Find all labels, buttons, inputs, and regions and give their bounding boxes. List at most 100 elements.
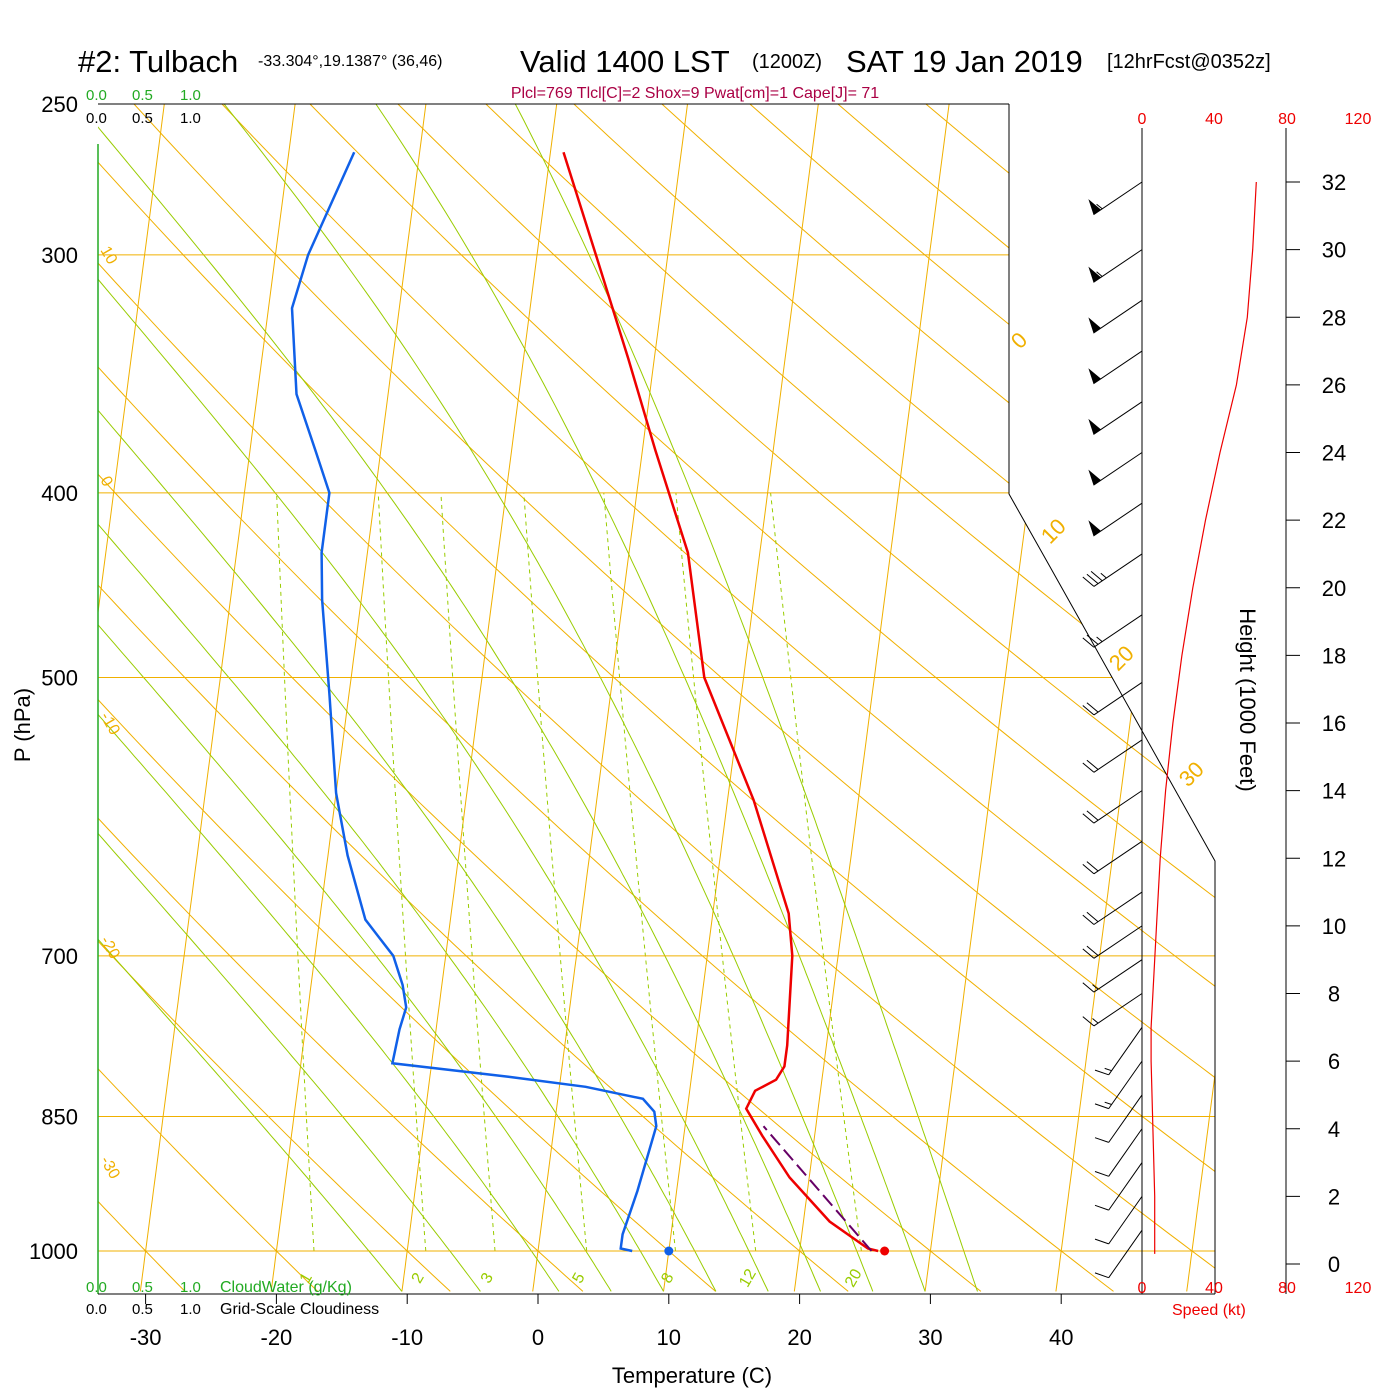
dry-adiabat-line xyxy=(189,104,1215,1292)
moist-adiabat-line xyxy=(352,104,926,1292)
dry-adiabat-line xyxy=(98,104,186,1292)
temperature-surface-point xyxy=(880,1246,890,1256)
dry-adiabat-line xyxy=(98,104,1215,1292)
x-tick-label: 30 xyxy=(918,1325,942,1350)
cloud-water-top-tick: 0.0 xyxy=(86,87,107,104)
cloud-water-bottom-tick: 1.0 xyxy=(180,1279,201,1296)
pressure-tick-label: 250 xyxy=(41,92,78,117)
wind-barb xyxy=(1082,993,1143,1027)
pressure-tick-label: 300 xyxy=(41,243,78,268)
isotherm-line xyxy=(98,104,170,1292)
speed-bottom-tick: 120 xyxy=(1345,1280,1372,1297)
x-tick-label: -20 xyxy=(261,1325,293,1350)
cloudiness-top-tick: 1.0 xyxy=(180,110,201,127)
wind-barb xyxy=(1082,790,1143,824)
isotherm-label: -30 xyxy=(97,1154,123,1183)
isotherm-line xyxy=(793,104,954,1292)
wind-barb xyxy=(1088,249,1143,283)
speed-bottom-tick: 0 xyxy=(1138,1280,1147,1297)
height-tick-label: 18 xyxy=(1322,643,1346,668)
wind-barb xyxy=(1088,299,1143,334)
right-border xyxy=(1008,104,1216,1294)
x-tick-label: 20 xyxy=(787,1325,811,1350)
dry-adiabat-line xyxy=(276,104,1215,1292)
isotherm-line xyxy=(0,70,38,1291)
cloudiness-label: Grid-Scale Cloudiness xyxy=(220,1301,379,1318)
wind-barb xyxy=(1094,1229,1143,1279)
cloudiness-bottom-tick: 1.0 xyxy=(180,1301,201,1318)
mixing-ratio-label: 20 xyxy=(842,1266,866,1290)
dry-adiabat-line xyxy=(98,104,716,1292)
wind-barb xyxy=(1082,553,1143,587)
cloudiness-bottom-tick: 0.5 xyxy=(132,1301,153,1318)
parcel-trace xyxy=(762,1125,873,1252)
y-axis-title: P (hPa) xyxy=(10,688,35,762)
speed-top-tick: 0 xyxy=(1138,111,1147,128)
isotherm-line xyxy=(1186,104,1215,1292)
pressure-tick-label: 500 xyxy=(41,666,78,691)
background-grid xyxy=(0,70,1216,1304)
mixing-ratio-line xyxy=(523,492,588,1252)
valid-date: SAT 19 Jan 2019 xyxy=(846,44,1083,79)
wind-barb xyxy=(1088,452,1143,486)
wind-barb xyxy=(1094,1162,1143,1211)
mixing-ratio-label: 2 xyxy=(409,1270,428,1286)
height-tick-label: 22 xyxy=(1322,508,1346,533)
isotherm-line xyxy=(532,104,693,1292)
pressure-tick-label: 850 xyxy=(41,1105,78,1130)
dry-adiabat-line xyxy=(98,104,584,1292)
mixing-ratio-label: 12 xyxy=(736,1266,760,1290)
height-tick-label: 32 xyxy=(1322,170,1346,195)
upper-isotherm-label: 20 xyxy=(1104,641,1139,676)
isotherm-label: -20 xyxy=(97,934,123,963)
cloudiness-top-tick: 0.0 xyxy=(86,110,107,127)
cloudiness-bottom-tick: 0.0 xyxy=(86,1301,107,1318)
forecast-info: [12hrFcst@0352z] xyxy=(1107,51,1271,73)
dry-adiabat-line xyxy=(102,104,1215,1292)
x-tick-label: -30 xyxy=(130,1325,162,1350)
wind-barb xyxy=(1088,401,1143,435)
dry-adiabat-line xyxy=(98,104,319,1292)
isotherm-label: 10 xyxy=(97,244,121,268)
moist-adiabat-line xyxy=(98,104,769,1292)
wind-barb xyxy=(1082,840,1143,875)
height-tick-label: 8 xyxy=(1328,982,1340,1007)
pressure-tick-label: 700 xyxy=(41,944,78,969)
height-tick-label: 2 xyxy=(1328,1184,1340,1209)
cloud-water-bottom-tick: 0.0 xyxy=(86,1279,107,1296)
dry-adiabat-line xyxy=(98,104,1114,1292)
wind-barb xyxy=(1088,350,1143,385)
speed-top-tick: 40 xyxy=(1205,111,1223,128)
height-tick-label: 28 xyxy=(1322,305,1346,330)
moist-adiabat-line xyxy=(98,104,821,1292)
pressure-tick-label: 400 xyxy=(41,481,78,506)
dewpoint-trace xyxy=(290,151,658,1253)
wind-barb xyxy=(1094,1196,1143,1245)
height-tick-label: 6 xyxy=(1328,1049,1340,1074)
isotherm-label: -10 xyxy=(97,710,123,739)
dry-adiabat-line xyxy=(98,104,451,1292)
dry-adiabat-line xyxy=(624,104,1215,1292)
height-axis-title: Height (1000 Feet) xyxy=(1235,608,1260,791)
wind-barb xyxy=(1094,1027,1143,1076)
moist-adiabat-line xyxy=(98,104,717,1292)
moist-adiabat-line xyxy=(497,104,978,1292)
height-tick-label: 30 xyxy=(1322,238,1346,263)
zulu-time: (1200Z) xyxy=(752,51,822,73)
isotherm-line xyxy=(401,104,562,1292)
wind-barb xyxy=(1082,614,1143,648)
wind-profile xyxy=(1082,128,1300,1294)
temperature-trace xyxy=(562,151,879,1253)
mixing-ratio-label: 3 xyxy=(478,1270,497,1286)
cloud-water-top-tick: 1.0 xyxy=(180,87,201,104)
cloud-water-top-tick: 0.5 xyxy=(132,87,153,104)
dry-adiabat-line xyxy=(1059,104,1215,1292)
moist-adiabat-line xyxy=(98,104,612,1292)
wind-barb xyxy=(1082,739,1143,773)
upper-isotherm-label: 0 xyxy=(1006,327,1032,353)
mixing-ratio-label: 8 xyxy=(658,1270,677,1286)
height-tick-label: 26 xyxy=(1322,373,1346,398)
height-tick-label: 14 xyxy=(1322,779,1346,804)
